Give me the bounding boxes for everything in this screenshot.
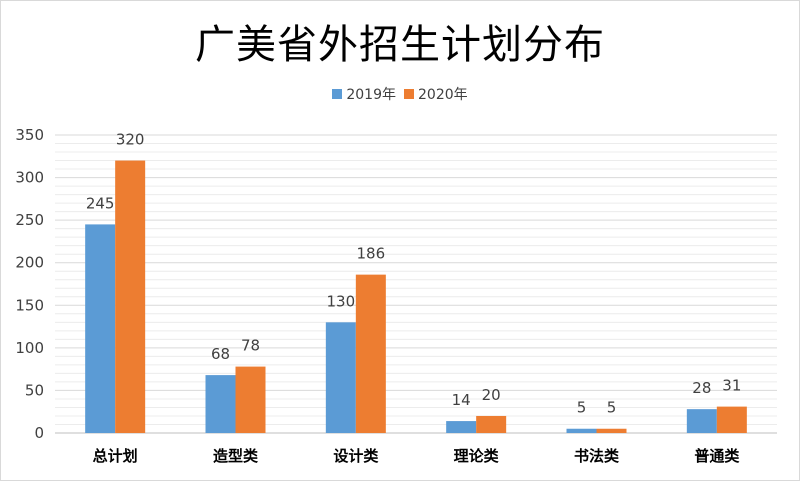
legend-label-2019: 2019年 bbox=[346, 87, 396, 103]
bar-2019 bbox=[325, 322, 356, 433]
bar-2020 bbox=[115, 160, 146, 434]
y-tick-label: 0 bbox=[34, 424, 44, 442]
bar-2019 bbox=[85, 224, 116, 433]
y-tick-label: 250 bbox=[15, 211, 44, 229]
legend-label-2020: 2020年 bbox=[418, 87, 468, 103]
y-tick-label: 300 bbox=[15, 169, 44, 187]
y-tick-label: 150 bbox=[15, 296, 44, 314]
chart-legend: 2019年 2020年 bbox=[0, 84, 800, 104]
x-tick-label: 设计类 bbox=[333, 447, 379, 465]
legend-item-2019: 2019年 bbox=[332, 84, 396, 104]
bar-2020 bbox=[235, 366, 266, 433]
data-label: 20 bbox=[482, 386, 501, 404]
data-label: 14 bbox=[452, 391, 471, 409]
y-tick-label: 200 bbox=[15, 254, 44, 272]
x-tick-label: 普通类 bbox=[694, 447, 740, 465]
legend-swatch-2020 bbox=[404, 89, 414, 99]
legend-item-2020: 2020年 bbox=[404, 84, 468, 104]
data-label: 5 bbox=[607, 399, 617, 417]
x-tick-label: 总计划 bbox=[93, 447, 138, 465]
data-label: 245 bbox=[86, 194, 115, 212]
data-label: 28 bbox=[692, 379, 711, 397]
data-label: 31 bbox=[722, 377, 741, 395]
y-tick-label: 50 bbox=[25, 381, 44, 399]
bar-2019 bbox=[686, 409, 717, 433]
bar-2020 bbox=[716, 406, 747, 433]
bar-2020 bbox=[355, 274, 386, 433]
data-label: 68 bbox=[211, 345, 230, 363]
bar-2020 bbox=[596, 428, 627, 433]
y-tick-label: 100 bbox=[15, 339, 44, 357]
data-label: 320 bbox=[116, 131, 145, 149]
y-tick-label: 350 bbox=[15, 126, 44, 144]
data-label: 78 bbox=[241, 337, 260, 355]
data-label: 130 bbox=[327, 292, 356, 310]
x-tick-label: 理论类 bbox=[454, 447, 500, 465]
x-tick-label: 造型类 bbox=[213, 447, 259, 465]
bar-2019 bbox=[205, 375, 236, 433]
data-label: 5 bbox=[577, 399, 587, 417]
chart-title: 广美省外招生计划分布 bbox=[195, 22, 605, 68]
bar-2020 bbox=[476, 415, 507, 433]
legend-swatch-2019 bbox=[332, 89, 343, 99]
data-label: 186 bbox=[357, 245, 386, 263]
bar-2019 bbox=[446, 421, 477, 433]
x-tick-label: 书法类 bbox=[574, 447, 620, 465]
bar-2019 bbox=[566, 428, 597, 433]
